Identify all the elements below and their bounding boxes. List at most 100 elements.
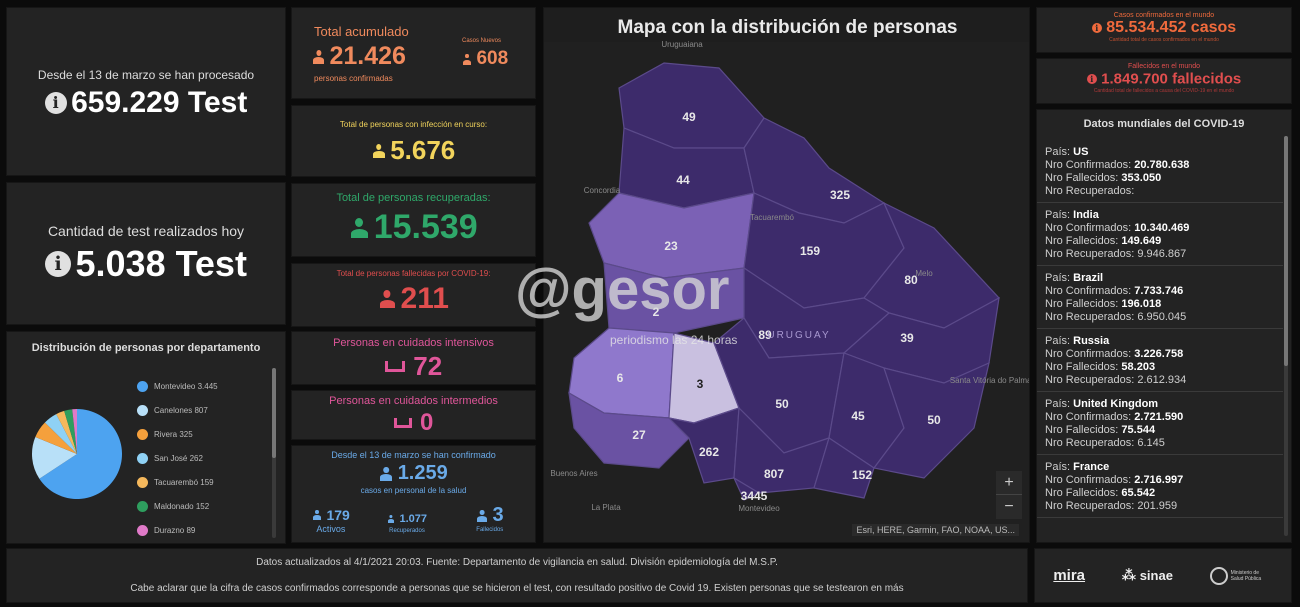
health-staff-panel: Desde el 13 de marzo se han confirmado 1… [291, 445, 536, 543]
legend-value: 152 [195, 501, 210, 511]
legend-item[interactable]: Canelones 807 [137, 398, 262, 422]
active-value: 5.676 [390, 135, 456, 165]
country-deaths: 353.050 [1121, 172, 1162, 184]
country-item[interactable]: País: Brazil Nro Confirmados: 7.733.746 Nr… [1037, 266, 1283, 329]
recovered-value: 15.539 [373, 208, 478, 246]
legend-item[interactable]: Rivera 325 [137, 422, 262, 446]
country-recovered: 6.950.045 [1137, 311, 1187, 323]
legend-label: Tacuarembó [154, 477, 199, 487]
zoom-in-button[interactable]: + [996, 471, 1022, 495]
recovered-panel: Total de personas recuperadas: 15.539 [291, 183, 536, 257]
legend-swatch [137, 428, 148, 440]
map-label-colonia: 27 [632, 428, 646, 442]
total-sub: personas confirmadas [314, 74, 393, 83]
legend-item[interactable]: Durazno 89 [137, 518, 262, 542]
country-confirmed: 7.733.746 [1134, 285, 1184, 297]
map-label-cerro-largo: 80 [904, 273, 918, 287]
person-icon [387, 515, 395, 523]
footer-line2: Cabe aclarar que la cifra de casos confi… [130, 583, 904, 594]
logos-panel: mira ⁂ sinae Ministerio de Salud Pública [1034, 548, 1292, 603]
country-confirmed: 2.721.590 [1134, 411, 1184, 423]
new-cases-label: Casos Nuevos [462, 38, 502, 44]
region-rocha [872, 361, 990, 479]
map-label-san-jose: 262 [699, 445, 719, 459]
intermediate-value: 0 [420, 409, 434, 436]
legend-item[interactable]: Tacuarembó 159 [137, 470, 262, 494]
pie-slice[interactable] [56, 410, 77, 454]
distribution-legend: Montevideo 3.445 Canelones 807 Rivera 325 S… [137, 374, 262, 542]
place-montevideo: Montevideo [738, 504, 780, 513]
legend-scrollbar[interactable] [272, 368, 276, 538]
tests-today-value: 5.038 Test [75, 243, 247, 284]
map-panel[interactable]: Mapa con la distribución de personas ⌂ ☰… [543, 7, 1030, 543]
place-melo: Melo [915, 269, 933, 278]
person-icon [378, 290, 396, 308]
country-list[interactable]: País: US Nro Confirmados: 20.780.638 Nro F… [1037, 140, 1283, 518]
zoom-out-button[interactable]: − [1004, 498, 1014, 515]
country-item[interactable]: País: United Kingdom Nro Confirmados: 2.7… [1037, 392, 1283, 455]
deaths-value: 211 [400, 282, 449, 315]
pie-slice[interactable] [72, 409, 77, 454]
country-item[interactable]: País: Russia Nro Confirmados: 3.226.758 Nr… [1037, 329, 1283, 392]
pie-slice[interactable] [35, 422, 77, 454]
legend-item[interactable]: Maldonado 152 [137, 494, 262, 518]
legend-label: Maldonado [154, 501, 194, 511]
legend-swatch [137, 452, 148, 464]
map-label-lavalleja: 45 [851, 409, 865, 423]
world-deaths-label: Fallecidos en el mundo [1128, 63, 1200, 70]
country-scrollbar[interactable] [1284, 136, 1288, 536]
tests-total-panel: Desde el 13 de marzo se han procesado i … [6, 7, 286, 176]
health-recovered-value: 1.077 [399, 512, 427, 525]
pie-slice[interactable] [32, 437, 77, 479]
distribution-title: Distribución de personas por departament… [31, 342, 261, 354]
country-deaths: 58.203 [1121, 361, 1156, 373]
world-data-panel: Datos mundiales del COVID-19 País: US Nro… [1036, 109, 1292, 543]
legend-value: 3.445 [197, 381, 218, 391]
country-deaths: 196.018 [1121, 298, 1162, 310]
pie-slice[interactable] [39, 409, 122, 499]
legend-item[interactable]: Montevideo 3.445 [137, 374, 262, 398]
intermediate-label: Personas en cuidados intermedios [329, 395, 498, 407]
health-deaths-value: 3 [492, 504, 504, 526]
country-item[interactable]: País: US Nro Confirmados: 20.780.638 Nro F… [1037, 140, 1283, 203]
country-confirmed: 10.340.469 [1134, 222, 1190, 234]
pie-slice[interactable] [64, 409, 77, 454]
place-buenos-aires: Buenos Aires [550, 469, 597, 478]
map-canvas[interactable]: 49 44 325 23 159 80 2 89 39 6 3 50 45 50… [544, 8, 1030, 543]
msp-logo: Ministerio de Salud Pública [1209, 566, 1273, 585]
map-label-flores: 3 [697, 377, 704, 391]
pie-slice[interactable] [44, 414, 77, 454]
world-deaths-panel: Fallecidos en el mundo i 1.849.700 falle… [1036, 58, 1292, 104]
person-icon [312, 50, 325, 64]
country-name: US [1073, 146, 1089, 158]
legend-item[interactable]: San José 262 [137, 446, 262, 470]
total-panel: Total acumulado 21.426 personas confirma… [291, 7, 536, 99]
deaths-label: Total de personas fallecidas por COVID-1… [336, 269, 491, 278]
legend-swatch [137, 380, 148, 392]
tests-today-panel: Cantidad de test realizados hoy i 5.038 … [6, 182, 286, 325]
country-recovered: 9.946.867 [1137, 248, 1187, 260]
person-icon [349, 218, 369, 238]
country-deaths: 65.542 [1121, 487, 1156, 499]
legend-swatch [137, 476, 148, 488]
distribution-panel: Distribución de personas por departament… [6, 331, 286, 544]
country-item[interactable]: País: India Nro Confirmados: 10.340.469 Nr… [1037, 203, 1283, 266]
legend-label: Montevideo [154, 381, 196, 391]
world-cases-label: Casos confirmados en el mundo [1113, 12, 1215, 19]
new-cases-value: 608 [476, 48, 509, 69]
bed-icon [384, 361, 405, 372]
health-active-label: Activos [316, 524, 346, 534]
legend-swatch [137, 500, 148, 512]
distribution-pie[interactable] [27, 404, 127, 504]
icu-value: 72 [413, 351, 443, 381]
tests-total-value: 659.229 Test [71, 86, 248, 119]
map-label-durazno: 89 [758, 328, 772, 342]
footer-line1: Datos actualizados al 4/1/2021 20:03. Fu… [256, 557, 778, 568]
footer-panel: Datos actualizados al 4/1/2021 20:03. Fu… [6, 548, 1028, 603]
country-confirmed: 2.716.997 [1134, 474, 1184, 486]
country-recovered: 6.145 [1137, 437, 1165, 449]
country-item[interactable]: País: France Nro Confirmados: 2.716.997 Nr… [1037, 455, 1283, 518]
map-label-florida: 50 [775, 397, 789, 411]
legend-label: San José [154, 453, 188, 463]
world-cases-value: 85.534.452 casos [1106, 19, 1237, 36]
